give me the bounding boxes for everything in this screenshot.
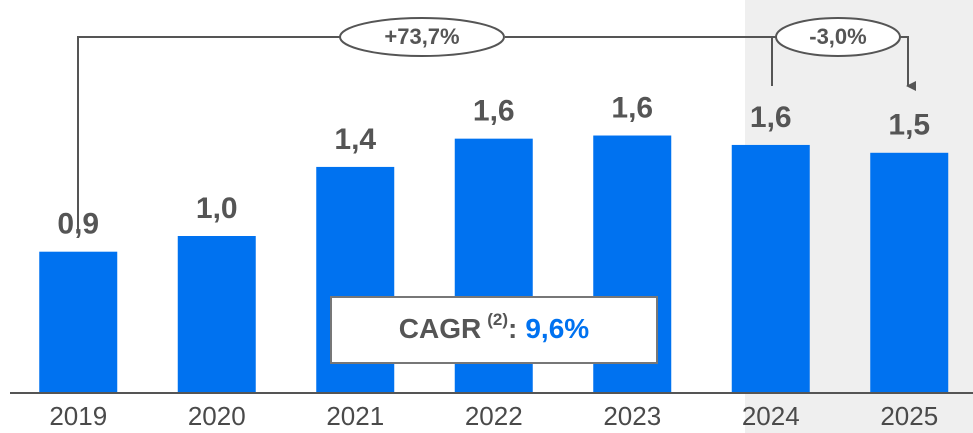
bracket [78,37,776,232]
x-tick-label: 2021 [326,401,384,431]
value-label: 1,4 [334,123,376,156]
value-label: 1,6 [611,91,653,124]
annotation: -3,0% [809,24,866,49]
bar [39,252,117,393]
bar [178,236,256,393]
cagr-separator: : [508,313,517,344]
x-tick-label: 2024 [742,401,800,431]
x-tick-label: 2022 [465,401,523,431]
bar [732,145,810,393]
cagr-value: 9,6% [525,313,589,344]
bar [870,153,948,393]
x-tick-label: 2023 [603,401,661,431]
cagr-note: (2) [487,310,508,329]
value-label: 1,6 [473,95,515,128]
chart: +73,7% -3,0% 2019 0,9 2020 1,0 2021 1,4 2022 1,… [0,0,973,433]
cagr-box [331,297,657,363]
x-tick-label: 2020 [188,401,246,431]
value-label: 1,5 [888,109,930,142]
value-label: 1,0 [196,192,238,225]
value-label: 0,9 [57,208,99,241]
x-tick-label: 2025 [880,401,938,431]
cagr-label: CAGR [399,313,481,344]
annotation: +73,7% [384,24,459,49]
value-label: 1,6 [750,101,792,134]
x-tick-label: 2019 [49,401,107,431]
